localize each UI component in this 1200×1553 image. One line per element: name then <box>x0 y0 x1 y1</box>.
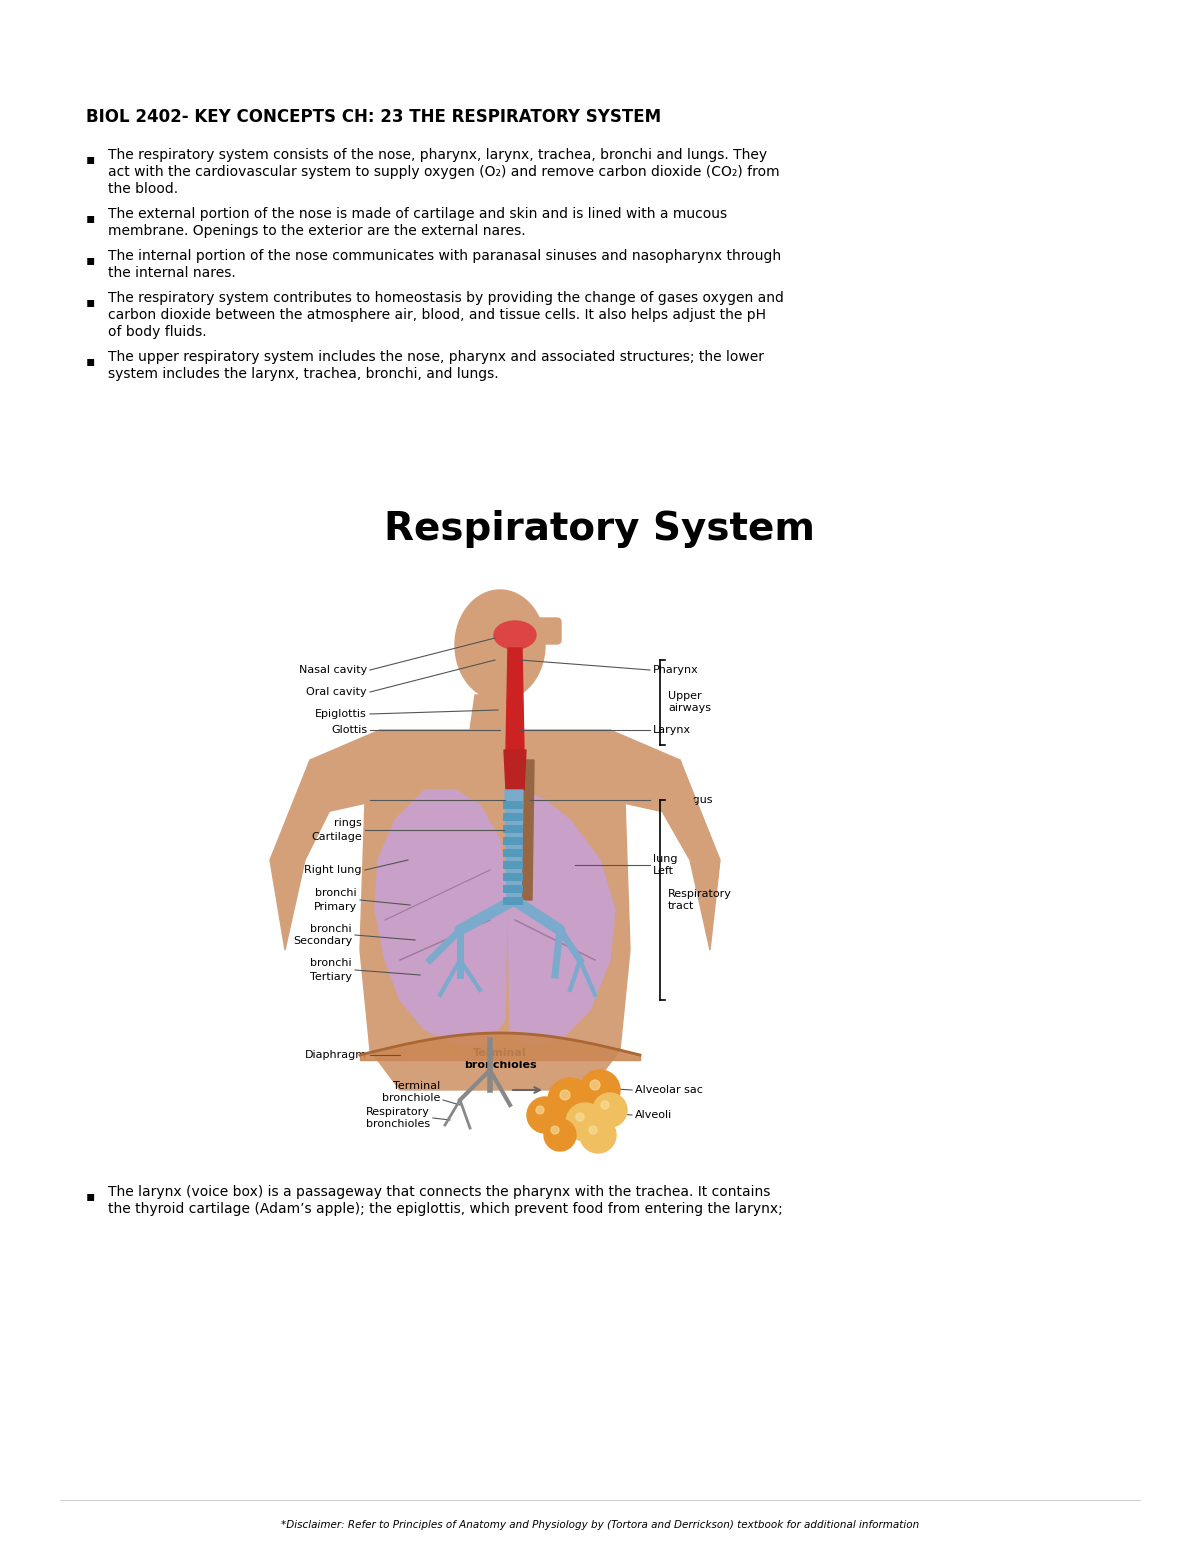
Text: Left: Left <box>653 867 674 876</box>
Ellipse shape <box>494 621 536 649</box>
Text: *Disclaimer: Refer to Principles of Anatomy and Physiology by (Tortora and Derri: *Disclaimer: Refer to Principles of Anat… <box>281 1520 919 1530</box>
Text: Trachea: Trachea <box>323 795 367 804</box>
Text: bronchi: bronchi <box>316 888 358 899</box>
Text: Oral cavity: Oral cavity <box>306 686 367 697</box>
Circle shape <box>601 1101 610 1109</box>
Text: Respiratory
tract: Respiratory tract <box>668 890 732 910</box>
Text: Glottis: Glottis <box>331 725 367 735</box>
Text: Respiratory
bronchioles: Respiratory bronchioles <box>366 1107 430 1129</box>
Circle shape <box>548 1078 592 1121</box>
Polygon shape <box>470 696 520 730</box>
Polygon shape <box>374 790 508 1045</box>
Text: Alveolar sac: Alveolar sac <box>635 1086 703 1095</box>
Polygon shape <box>650 759 720 950</box>
Text: ▪: ▪ <box>86 1190 95 1204</box>
Circle shape <box>580 1117 616 1152</box>
Text: The respiratory system contributes to homeostasis by providing the change of gas: The respiratory system contributes to ho… <box>108 290 784 304</box>
Text: bronchi: bronchi <box>311 924 352 933</box>
Text: ▪: ▪ <box>86 152 95 166</box>
Text: Alveoli: Alveoli <box>635 1110 672 1120</box>
FancyBboxPatch shape <box>503 801 523 809</box>
Circle shape <box>593 1093 628 1127</box>
Polygon shape <box>505 790 523 901</box>
Text: membrane. Openings to the exterior are the external nares.: membrane. Openings to the exterior are t… <box>108 224 526 238</box>
Text: The upper respiratory system includes the nose, pharynx and associated structure: The upper respiratory system includes th… <box>108 349 764 363</box>
Text: the internal nares.: the internal nares. <box>108 266 235 280</box>
Text: ▪: ▪ <box>86 295 95 309</box>
Circle shape <box>566 1103 604 1141</box>
FancyBboxPatch shape <box>503 873 523 881</box>
FancyBboxPatch shape <box>530 618 562 644</box>
Text: rings: rings <box>335 818 362 828</box>
Text: ▪: ▪ <box>86 253 95 267</box>
Text: Secondary: Secondary <box>293 936 352 946</box>
Polygon shape <box>522 759 534 901</box>
Text: Larynx: Larynx <box>653 725 691 735</box>
FancyBboxPatch shape <box>503 814 523 822</box>
Polygon shape <box>504 750 526 790</box>
Text: Terminal
bronchiole: Terminal bronchiole <box>382 1081 440 1103</box>
Polygon shape <box>360 730 630 1090</box>
Text: carbon dioxide between the atmosphere air, blood, and tissue cells. It also help: carbon dioxide between the atmosphere ai… <box>108 307 766 321</box>
Text: Esophagus: Esophagus <box>653 795 714 804</box>
Text: Tertiary: Tertiary <box>310 972 352 981</box>
Ellipse shape <box>455 590 545 700</box>
Circle shape <box>536 1106 544 1114</box>
Text: The larynx (voice box) is a passageway that connects the pharynx with the trache: The larynx (voice box) is a passageway t… <box>108 1185 770 1199</box>
Polygon shape <box>270 759 340 950</box>
FancyBboxPatch shape <box>503 860 523 870</box>
Text: lung: lung <box>653 854 678 863</box>
Text: of body fluids.: of body fluids. <box>108 325 206 339</box>
Text: BIOL 2402- KEY CONCEPTS CH: 23 THE RESPIRATORY SYSTEM: BIOL 2402- KEY CONCEPTS CH: 23 THE RESPI… <box>86 109 661 126</box>
Circle shape <box>589 1126 598 1134</box>
Text: The internal portion of the nose communicates with paranasal sinuses and nasopha: The internal portion of the nose communi… <box>108 248 781 262</box>
Circle shape <box>576 1114 584 1121</box>
Text: Diaphragm: Diaphragm <box>305 1050 367 1061</box>
Circle shape <box>560 1090 570 1100</box>
Text: Primary: Primary <box>313 901 358 912</box>
Text: ▪: ▪ <box>86 354 95 368</box>
FancyBboxPatch shape <box>503 849 523 857</box>
Text: The external portion of the nose is made of cartilage and skin and is lined with: The external portion of the nose is made… <box>108 207 727 221</box>
FancyBboxPatch shape <box>503 837 523 845</box>
Text: system includes the larynx, trachea, bronchi, and lungs.: system includes the larynx, trachea, bro… <box>108 367 499 380</box>
Polygon shape <box>290 730 380 820</box>
Text: Terminal
bronchioles: Terminal bronchioles <box>463 1048 536 1070</box>
Polygon shape <box>506 648 524 750</box>
Circle shape <box>580 1070 620 1110</box>
Text: Respiratory System: Respiratory System <box>384 509 816 548</box>
Text: Upper
airways: Upper airways <box>668 691 710 713</box>
Circle shape <box>590 1079 600 1090</box>
Text: Pharynx: Pharynx <box>653 665 698 676</box>
Text: the blood.: the blood. <box>108 182 178 196</box>
Text: Right lung: Right lung <box>305 865 362 874</box>
FancyBboxPatch shape <box>503 898 523 905</box>
Text: act with the cardiovascular system to supply oxygen (O₂) and remove carbon dioxi: act with the cardiovascular system to su… <box>108 165 780 179</box>
FancyBboxPatch shape <box>503 825 523 832</box>
Text: Epiglottis: Epiglottis <box>316 710 367 719</box>
Text: bronchi: bronchi <box>311 958 352 969</box>
FancyBboxPatch shape <box>503 885 523 893</box>
Circle shape <box>551 1126 559 1134</box>
Text: ▪: ▪ <box>86 211 95 225</box>
Circle shape <box>527 1096 563 1134</box>
Text: the thyroid cartilage (Adam’s apple); the epiglottis, which prevent food from en: the thyroid cartilage (Adam’s apple); th… <box>108 1202 782 1216</box>
Polygon shape <box>508 790 616 1045</box>
Polygon shape <box>610 730 700 820</box>
Text: The respiratory system consists of the nose, pharynx, larynx, trachea, bronchi a: The respiratory system consists of the n… <box>108 148 767 162</box>
Text: Cartilage: Cartilage <box>311 831 362 842</box>
Text: Nasal cavity: Nasal cavity <box>299 665 367 676</box>
Circle shape <box>544 1120 576 1151</box>
